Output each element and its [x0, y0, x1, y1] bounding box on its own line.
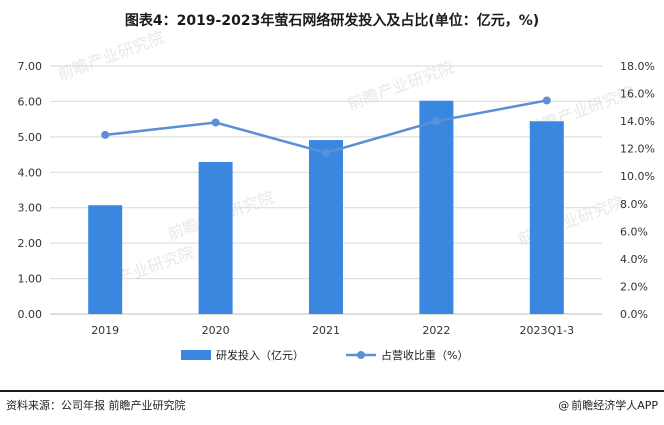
- line-point: [101, 130, 110, 139]
- legend-bar-swatch: [181, 350, 211, 360]
- y-left-tick-label: 3.00: [18, 202, 43, 215]
- chart-title: 图表4：2019-2023年萤石网络研发投入及占比(单位：亿元，%): [124, 13, 540, 29]
- y-left-tick-label: 4.00: [18, 166, 43, 179]
- y-left-tick-label: 0.00: [18, 308, 43, 321]
- bar: [309, 140, 343, 314]
- line-point: [322, 148, 330, 157]
- line-point: [432, 117, 441, 126]
- y-right-tick-label: 8.0%: [620, 198, 648, 211]
- bar: [88, 205, 123, 314]
- brand-label: @ 前瞻经济学人APP: [558, 397, 658, 413]
- legend-line-marker: [357, 351, 365, 359]
- at-icon: @: [558, 399, 570, 412]
- y-left-tick-label: 7.00: [18, 60, 43, 73]
- footer: 资料来源：公司年报 前瞻产业研究院 @ 前瞻经济学人APP: [0, 390, 664, 425]
- y-right-tick-label: 16.0%: [620, 88, 655, 101]
- x-tick-label: 2021: [312, 324, 340, 337]
- y-right-tick-label: 18.0%: [620, 60, 655, 73]
- y-right-tick-label: 2.0%: [620, 280, 648, 293]
- y-right-tick-label: 0.0%: [620, 308, 648, 321]
- bar: [529, 121, 564, 314]
- legend-bar-label: 研发投入（亿元）: [216, 348, 304, 362]
- bar: [198, 162, 233, 314]
- chart-svg: 前瞻产业研究院前瞻产业研究院前瞻产业研究院前瞻产业研究院前瞻产业研究院前瞻产业研…: [18, 28, 655, 362]
- brand-name: 前瞻经济学人APP: [571, 399, 658, 412]
- y-left-tick-label: 5.00: [18, 131, 43, 144]
- source-note: 资料来源：公司年报 前瞻产业研究院: [6, 399, 186, 412]
- y-right-tick-label: 14.0%: [620, 115, 655, 128]
- line-point: [211, 118, 220, 127]
- watermark-text: 前瞻产业研究院: [55, 28, 167, 84]
- y-right-tick-label: 4.0%: [620, 253, 648, 266]
- bar: [419, 100, 454, 314]
- y-right-tick-label: 12.0%: [620, 143, 655, 156]
- x-tick-label: 2019: [91, 324, 119, 337]
- y-left-tick-label: 2.00: [18, 237, 43, 250]
- x-tick-label: 2023Q1-3: [519, 324, 574, 337]
- line-point: [542, 96, 551, 105]
- y-left-tick-label: 6.00: [18, 95, 43, 108]
- x-tick-label: 2022: [422, 324, 450, 337]
- y-right-tick-label: 10.0%: [620, 170, 655, 183]
- y-right-tick-label: 6.0%: [620, 225, 648, 238]
- x-tick-label: 2020: [202, 324, 230, 337]
- legend-line-label: 占营收比重（%）: [381, 348, 468, 362]
- y-left-tick-label: 1.00: [18, 273, 43, 286]
